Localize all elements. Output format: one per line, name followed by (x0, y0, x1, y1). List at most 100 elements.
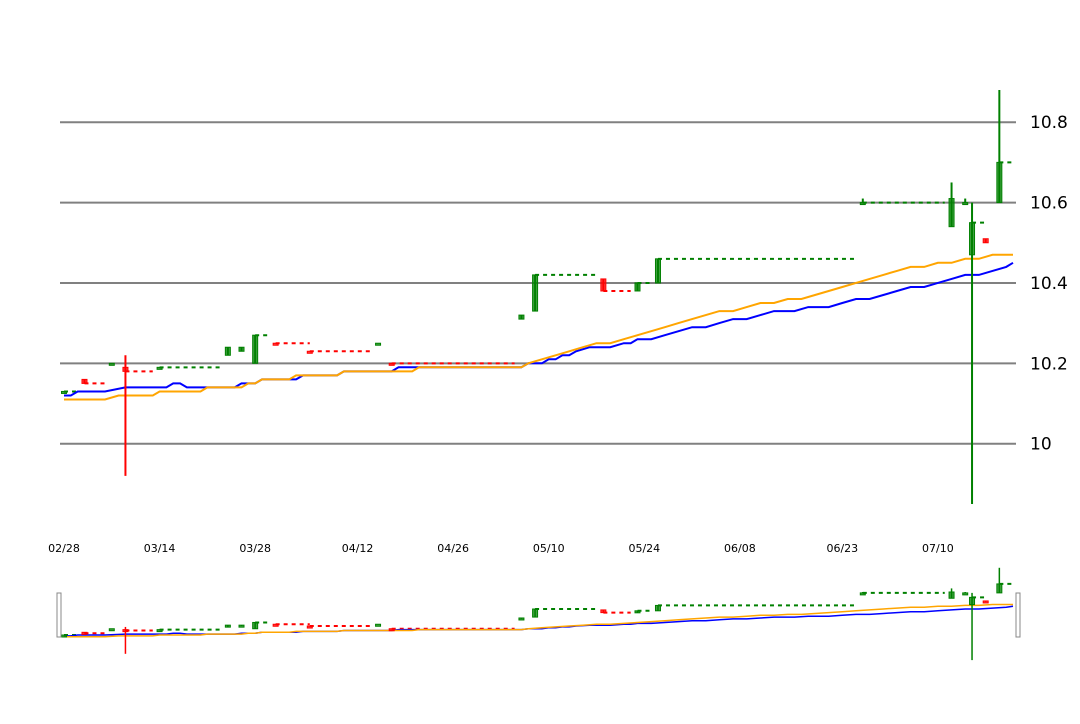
candle-body (306, 625, 313, 629)
candle-body (272, 342, 279, 346)
navigator[interactable] (56, 567, 1021, 661)
candle-body (375, 623, 382, 627)
candle-body (518, 314, 525, 320)
candle (518, 314, 525, 320)
candle-body (156, 629, 163, 633)
navigator-left-handle[interactable] (56, 592, 62, 638)
candle (224, 346, 231, 356)
candle (969, 202, 976, 504)
candle-body (81, 378, 88, 384)
nav-candle (996, 567, 1003, 594)
nav-candle (108, 628, 115, 632)
x-tick-label: 04/12 (342, 542, 374, 555)
candle (252, 334, 259, 364)
nav-candle (982, 600, 989, 604)
x-tick-label: 02/28 (48, 542, 80, 555)
nav-candle (375, 623, 382, 627)
candle-body (224, 346, 231, 356)
candle-body (634, 610, 641, 614)
candle-body (375, 342, 382, 346)
candle-body (654, 258, 661, 284)
x-tick-label: 06/08 (724, 542, 756, 555)
x-axis-tick-labels: 02/28 03/14 03/28 04/12 04/26 05/10 05/24 06/08… (48, 542, 954, 555)
x-tick-label: 03/28 (239, 542, 271, 555)
nav-candle (654, 604, 661, 612)
candle-body (61, 390, 67, 394)
series-line-orange (64, 603, 1013, 638)
candle (306, 350, 313, 354)
nav-candle (61, 634, 67, 638)
candle-body (996, 583, 1003, 594)
nav-candle (388, 628, 395, 632)
nav-candle (224, 624, 231, 628)
moving-average-lines (64, 253, 1014, 401)
x-tick-label: 05/24 (628, 542, 660, 555)
series-line-orange (64, 253, 1013, 401)
candle (108, 362, 115, 366)
nav-candle (634, 610, 641, 614)
candle-body (388, 362, 395, 366)
candle (948, 182, 955, 228)
nav-candle (156, 629, 163, 633)
candle (61, 390, 67, 394)
candles[interactable] (61, 90, 1003, 504)
candle (122, 355, 129, 476)
y-tick-label: 10.4 (1030, 274, 1068, 294)
candle-body (859, 592, 866, 596)
candle-body (962, 592, 969, 596)
nav-candle (948, 588, 955, 599)
candle-body (272, 623, 279, 627)
candle-body (532, 608, 539, 618)
candle-body (532, 274, 539, 312)
nav-candle (252, 621, 259, 630)
candle-body (948, 198, 955, 228)
candle-body (81, 631, 88, 635)
candle-body (238, 346, 245, 352)
series-line-blue (64, 605, 1014, 637)
candle-body (948, 591, 955, 599)
candle-body (61, 634, 67, 638)
y-tick-label: 10.2 (1030, 354, 1068, 374)
nav-candle (122, 626, 129, 654)
x-tick-label: 07/10 (922, 542, 954, 555)
candle-body (252, 334, 259, 364)
candle-body (122, 366, 129, 372)
nav-candle (81, 631, 88, 635)
navigator-right-handle[interactable] (1015, 592, 1021, 638)
candle-body (238, 624, 245, 628)
candle (962, 198, 969, 206)
series-line-blue (64, 261, 1014, 397)
candle-body (156, 366, 163, 370)
candle-body (969, 222, 976, 256)
candle-body (634, 282, 641, 292)
candle-body (252, 621, 259, 630)
candle (238, 346, 245, 352)
y-tick-label: 10.8 (1030, 113, 1068, 133)
nav-candle (962, 591, 969, 596)
nav-candle (600, 609, 607, 614)
candle (600, 278, 607, 292)
candle (634, 282, 641, 292)
candle-body (600, 609, 607, 614)
navigator-lines (64, 603, 1014, 638)
candle-body (518, 617, 525, 621)
x-tick-label: 04/26 (437, 542, 469, 555)
candle (272, 342, 279, 346)
candle (81, 378, 88, 384)
candle-body (306, 350, 313, 354)
candle (375, 342, 382, 346)
candle-body (224, 624, 231, 628)
y-tick-label: 10.6 (1030, 194, 1068, 214)
candle-body (982, 238, 989, 244)
navigator-candles (61, 567, 1003, 661)
nav-candle (238, 624, 245, 628)
y-tick-label: 10 (1030, 435, 1052, 455)
candle-body (122, 629, 129, 633)
candle (388, 362, 395, 366)
candle (532, 274, 539, 312)
x-tick-label: 05/10 (533, 542, 565, 555)
nav-candle (518, 617, 525, 621)
candle-body (654, 604, 661, 612)
